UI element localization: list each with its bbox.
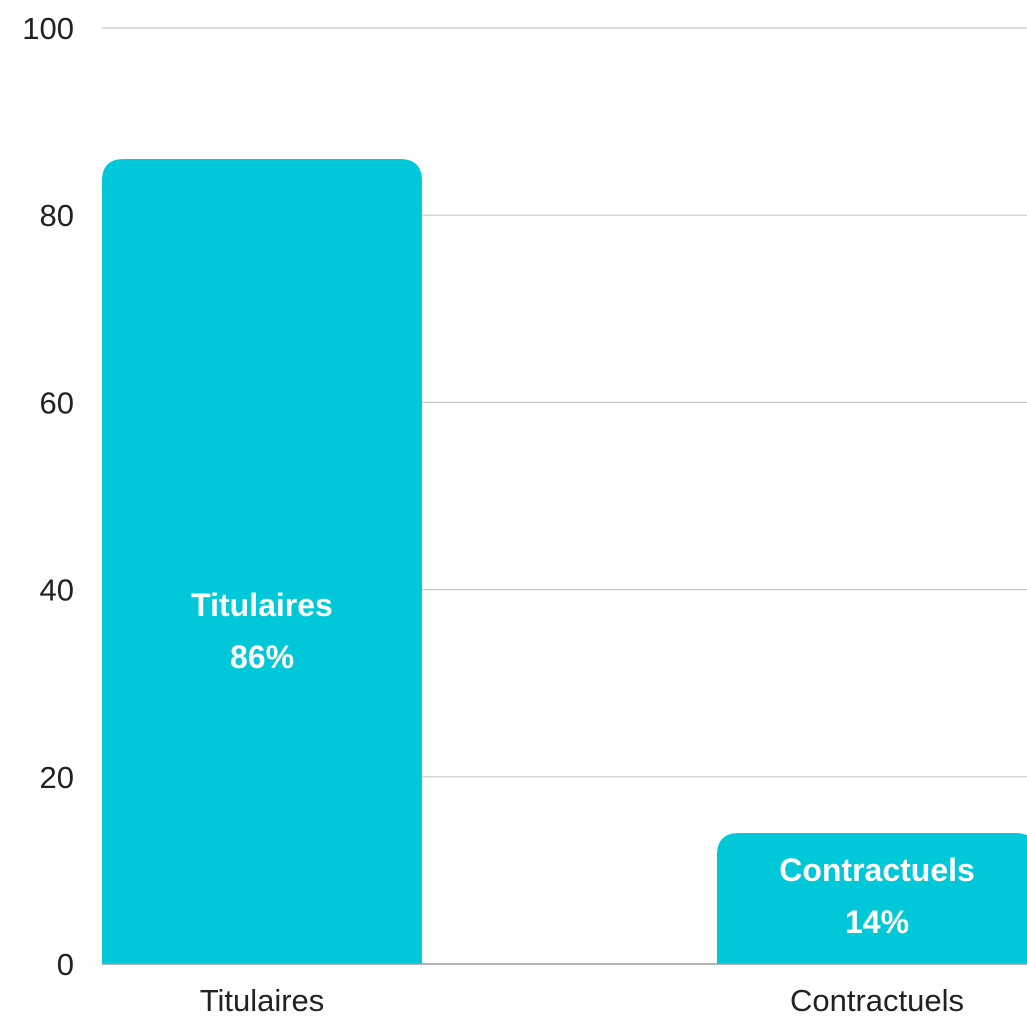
bar-value-label: 14%	[845, 904, 909, 940]
y-tick-label: 60	[40, 385, 74, 420]
bar-name-label: Titulaires	[191, 587, 333, 623]
y-tick-label: 20	[40, 760, 74, 795]
y-tick-label: 80	[40, 198, 74, 233]
bar-titulaires	[102, 159, 422, 965]
y-tick-label: 40	[40, 573, 74, 608]
x-tick-label: Contractuels	[790, 983, 964, 1016]
bar-contractuels	[717, 832, 1027, 964]
axis-layer: 0 20 40 60 80 100 Titulaires Contractuels	[22, 11, 1027, 1016]
x-tick-label: Titulaires	[200, 983, 325, 1016]
bars-layer	[102, 159, 1027, 965]
y-tick-label: 100	[22, 11, 74, 46]
bar-name-label: Contractuels	[779, 852, 975, 888]
labels-layer: Titulaires 86% Contractuels 14%	[191, 587, 975, 940]
bar-value-label: 86%	[230, 639, 294, 675]
y-tick-label: 0	[57, 947, 74, 982]
